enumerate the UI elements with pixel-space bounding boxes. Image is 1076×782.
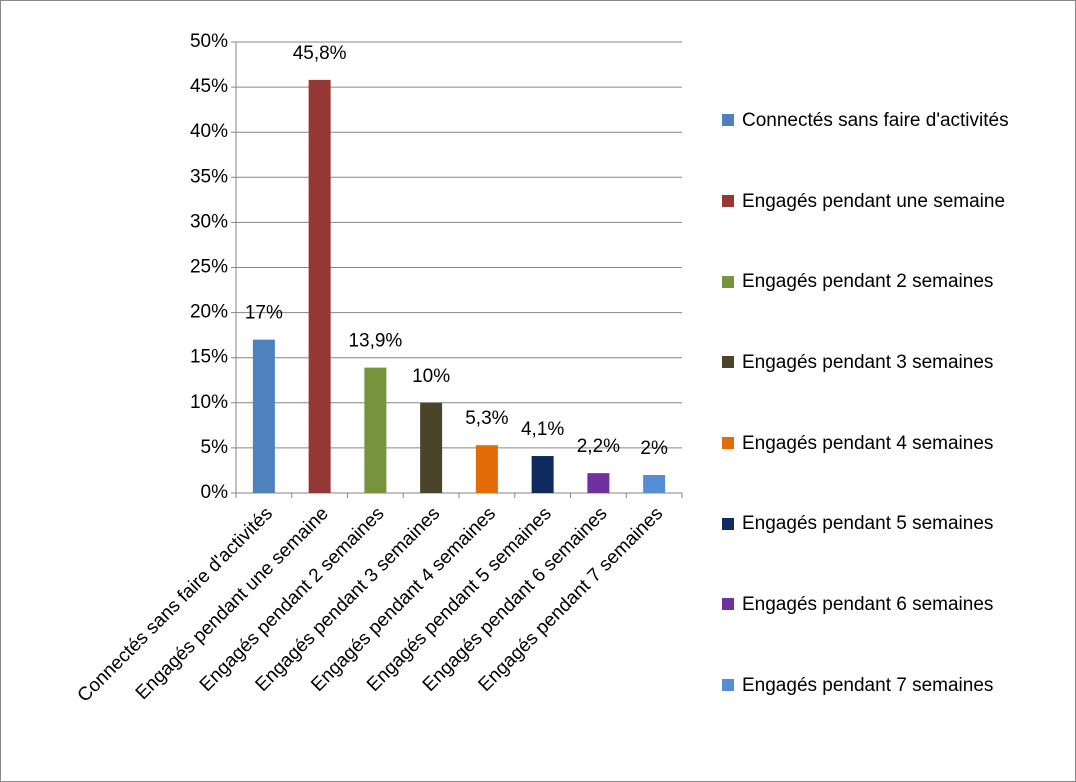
y-tick-label: 5% bbox=[201, 437, 229, 458]
bar bbox=[420, 402, 443, 493]
legend-label: Engagés pendant 2 semaines bbox=[742, 271, 994, 293]
legend-item: Engagés pendant 7 semaines bbox=[722, 645, 1067, 726]
legend-item: Connectés sans faire d'activités bbox=[722, 80, 1067, 161]
y-tick-label: 40% bbox=[190, 121, 228, 142]
legend-swatch bbox=[722, 195, 734, 208]
legend-item: Engagés pendant 2 semaines bbox=[722, 241, 1067, 322]
legend-item: Engagés pendant 5 semaines bbox=[722, 483, 1067, 564]
legend-label: Connectés sans faire d'activités bbox=[742, 109, 1009, 131]
data-label: 17% bbox=[245, 303, 283, 324]
legend: Connectés sans faire d'activités Engagés … bbox=[722, 80, 1067, 726]
legend-item: Engagés pendant 4 semaines bbox=[722, 403, 1067, 484]
legend-label: Engagés pendant une semaine bbox=[742, 190, 1006, 212]
data-label: 13,9% bbox=[348, 331, 402, 352]
legend-label: Engagés pendant 6 semaines bbox=[742, 593, 994, 615]
legend-swatch bbox=[722, 679, 734, 692]
data-label: 10% bbox=[412, 366, 450, 387]
legend-item: Engagés pendant une semaine bbox=[722, 161, 1067, 242]
legend-label: Engagés pendant 7 semaines bbox=[742, 674, 994, 696]
y-tick-label: 45% bbox=[190, 76, 228, 97]
legend-swatch bbox=[722, 437, 734, 450]
legend-item: Engagés pendant 6 semaines bbox=[722, 564, 1067, 645]
legend-label: Engagés pendant 3 semaines bbox=[742, 351, 994, 373]
legend-label: Engagés pendant 5 semaines bbox=[742, 513, 994, 535]
y-tick-label: 20% bbox=[190, 302, 228, 323]
y-tick-label: 0% bbox=[201, 482, 229, 503]
legend-item: Engagés pendant 3 semaines bbox=[722, 322, 1067, 403]
legend-swatch bbox=[722, 114, 734, 127]
y-tick-label: 30% bbox=[190, 211, 228, 232]
legend-swatch bbox=[722, 598, 734, 611]
data-label: 4,1% bbox=[521, 419, 564, 440]
y-tick-label: 10% bbox=[190, 392, 228, 413]
bar bbox=[308, 79, 331, 493]
bar bbox=[252, 339, 275, 493]
y-tick-label: 15% bbox=[190, 347, 228, 368]
y-tick-label: 25% bbox=[190, 257, 228, 278]
data-label: 45,8% bbox=[293, 43, 347, 64]
bar bbox=[643, 474, 666, 493]
legend-swatch bbox=[722, 275, 734, 288]
y-tick-label: 50% bbox=[190, 31, 228, 52]
bar bbox=[587, 473, 610, 493]
legend-swatch bbox=[722, 356, 734, 369]
data-label: 2,2% bbox=[577, 436, 620, 457]
legend-swatch bbox=[722, 517, 734, 530]
data-label: 2% bbox=[640, 438, 668, 459]
legend-label: Engagés pendant 4 semaines bbox=[742, 432, 994, 454]
bar bbox=[364, 367, 387, 493]
x-tick-label: Connectés sans faire d'activités bbox=[74, 503, 277, 706]
bar bbox=[475, 445, 498, 493]
data-label: 5,3% bbox=[465, 408, 508, 429]
y-tick-label: 35% bbox=[190, 166, 228, 187]
bar bbox=[531, 456, 554, 493]
